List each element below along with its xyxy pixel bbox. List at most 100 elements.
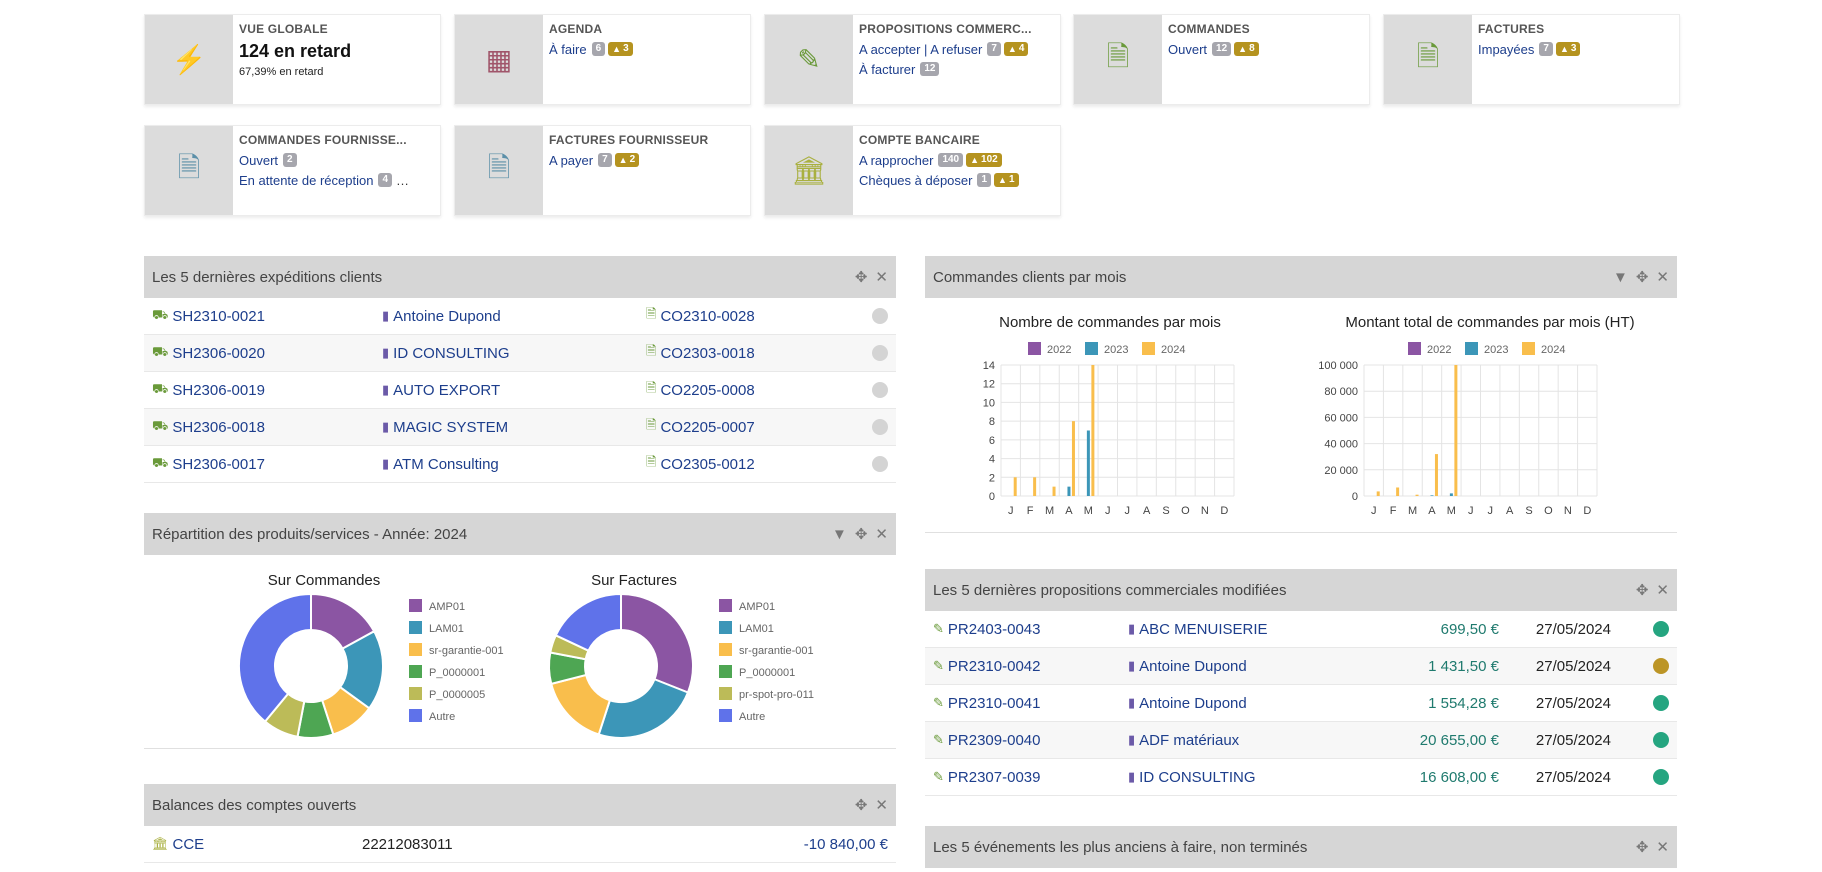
card-line[interactable]: Chèques à déposer 1 ▲ 1 xyxy=(859,172,1054,188)
order-link[interactable]: 🗎 CO2205-0007 xyxy=(646,416,755,438)
card-vue-globale[interactable]: ⚡ VUE GLOBALE 124 en retard 67,39% en retar… xyxy=(144,14,441,105)
legend-label[interactable]: Autre xyxy=(739,711,765,723)
card-commandes[interactable]: 🗎 COMMANDES Ouvert 12 ▲ 8 xyxy=(1073,14,1370,105)
shipment-link[interactable]: ⛟ SH2310-0021 xyxy=(152,307,265,325)
client-link[interactable]: ▮ ID CONSULTING xyxy=(382,345,510,362)
card-line-label[interactable]: À faire xyxy=(549,41,587,57)
table-row[interactable]: ✎ PR2307-0039 ▮ ID CONSULTING 16 608,00 € 27/… xyxy=(925,759,1677,796)
proposal-link[interactable]: ✎ PR2310-0041 xyxy=(933,695,1040,712)
table-row[interactable]: ⛟ SH2310-0021 ▮ Antoine Dupond 🗎 CO2310-0028 xyxy=(144,298,896,335)
legend-label[interactable]: 2024 xyxy=(1541,344,1565,356)
move-icon[interactable]: ✥ xyxy=(854,797,868,814)
balance-account[interactable]: 🏛 CCE xyxy=(152,836,204,853)
move-icon[interactable]: ✥ xyxy=(854,269,868,286)
pie-slice[interactable] xyxy=(554,592,622,653)
legend-label[interactable]: Autre xyxy=(429,711,455,723)
move-icon[interactable]: ✥ xyxy=(854,526,868,543)
pie-slice[interactable] xyxy=(620,592,694,694)
proposal-link[interactable]: ✎ PR2307-0039 xyxy=(933,769,1040,786)
order-link[interactable]: 🗎 CO2310-0028 xyxy=(646,305,755,327)
pie-slice[interactable] xyxy=(550,673,612,736)
card-line[interactable]: A accepter | A refuser 7 ▲ 4 xyxy=(859,41,1054,57)
card-line[interactable]: A payer 7 ▲ 2 xyxy=(549,152,744,168)
bar[interactable] xyxy=(1430,495,1434,496)
close-icon[interactable]: ✕ xyxy=(1656,839,1669,856)
card-line-label[interactable]: Ouvert xyxy=(1168,41,1208,57)
card-line-label[interactable]: Ouvert xyxy=(239,152,279,168)
filter-icon[interactable]: ▼ xyxy=(1612,268,1628,286)
legend-label[interactable]: 2024 xyxy=(1161,344,1185,356)
legend-label[interactable]: pr-spot-pro-011 xyxy=(739,689,814,701)
card-factures[interactable]: 🗎 FACTURES Impayées 7 ▲ 3 xyxy=(1383,14,1680,105)
legend-label[interactable]: 2022 xyxy=(1047,344,1071,356)
bar[interactable] xyxy=(1434,454,1438,496)
bar[interactable] xyxy=(1415,494,1419,496)
card-line-label[interactable]: A rapprocher xyxy=(859,152,934,168)
card-agenda[interactable]: ▦ AGENDA À faire 6 ▲ 3 xyxy=(454,14,751,105)
bar[interactable] xyxy=(1071,421,1075,496)
bar[interactable] xyxy=(1454,365,1458,496)
shipment-link[interactable]: ⛟ SH2306-0020 xyxy=(152,344,265,362)
order-link[interactable]: 🗎 CO2303-0018 xyxy=(646,342,755,364)
bar[interactable] xyxy=(1033,477,1037,496)
legend-label[interactable]: 2023 xyxy=(1104,344,1128,356)
bar[interactable] xyxy=(1086,430,1090,497)
shipment-link[interactable]: ⛟ SH2306-0019 xyxy=(152,381,265,399)
table-row[interactable]: ✎ PR2309-0040 ▮ ADF matériaux 20 655,00 € 27/… xyxy=(925,722,1677,759)
shipment-link[interactable]: ⛟ SH2306-0017 xyxy=(152,455,265,473)
client-link[interactable]: ▮ ABC MENUISERIE xyxy=(1128,621,1268,638)
proposal-link[interactable]: ✎ PR2309-0040 xyxy=(933,732,1040,749)
legend-label[interactable]: 2023 xyxy=(1484,344,1508,356)
client-link[interactable]: ▮ MAGIC SYSTEM xyxy=(382,419,508,436)
legend-label[interactable]: P_0000001 xyxy=(429,667,485,679)
client-link[interactable]: ▮ AUTO EXPORT xyxy=(382,382,500,399)
card-line[interactable]: A rapprocher 140 ▲ 102 xyxy=(859,152,1054,168)
legend-label[interactable]: AMP01 xyxy=(739,601,775,613)
card-line-label[interactable]: À facturer xyxy=(859,61,916,77)
card-line[interactable]: Impayées 7 ▲ 3 xyxy=(1478,41,1673,57)
card-line-label[interactable]: En attente de réception xyxy=(239,172,374,188)
client-link[interactable]: ▮ ATM Consulting xyxy=(382,456,499,473)
proposal-link[interactable]: ✎ PR2310-0042 xyxy=(933,658,1040,675)
legend-label[interactable]: AMP01 xyxy=(429,601,465,613)
legend-label[interactable]: P_0000005 xyxy=(429,689,485,701)
card-line[interactable]: Ouvert 12 ▲ 8 xyxy=(1168,41,1363,57)
card-line-label[interactable]: Impayées xyxy=(1478,41,1535,57)
client-link[interactable]: ▮ ADF matériaux xyxy=(1128,732,1239,749)
card-commandes-fournisseur[interactable]: 🗎 COMMANDES FOURNISSE... Ouvert 2 En attente… xyxy=(144,125,441,216)
order-link[interactable]: 🗎 CO2205-0008 xyxy=(646,379,755,401)
close-icon[interactable]: ✕ xyxy=(875,526,888,543)
legend-label[interactable]: P_0000001 xyxy=(739,667,795,679)
card-line[interactable]: En attente de réception 4… xyxy=(239,172,434,188)
pie-slice[interactable] xyxy=(597,677,690,739)
filter-icon[interactable]: ▼ xyxy=(831,525,847,543)
move-icon[interactable]: ✥ xyxy=(1635,839,1649,856)
table-row[interactable]: ✎ PR2310-0041 ▮ Antoine Dupond 1 554,28 € 27/… xyxy=(925,685,1677,722)
bar[interactable] xyxy=(1449,493,1453,496)
table-row[interactable]: ✎ PR2310-0042 ▮ Antoine Dupond 1 431,50 € 27/… xyxy=(925,648,1677,685)
bar[interactable] xyxy=(1376,491,1380,496)
bar[interactable] xyxy=(1067,486,1071,496)
table-row[interactable]: ⛟ SH2306-0018 ▮ MAGIC SYSTEM 🗎 CO2205-0007 xyxy=(144,409,896,446)
close-icon[interactable]: ✕ xyxy=(1656,269,1669,286)
card-line[interactable]: À faire 6 ▲ 3 xyxy=(549,41,744,57)
bar[interactable] xyxy=(1396,487,1400,496)
card-line[interactable]: Ouvert 2 xyxy=(239,152,434,168)
card-factures-fournisseur[interactable]: 🗎 FACTURES FOURNISSEUR A payer 7 ▲ 2 xyxy=(454,125,751,216)
legend-label[interactable]: LAM01 xyxy=(429,623,464,635)
card-line-label[interactable]: Chèques à déposer xyxy=(859,172,973,188)
balance-row[interactable]: 🏛 CCE 22212083011 -10 840,00 € xyxy=(144,826,896,863)
bar[interactable] xyxy=(1013,477,1017,496)
client-link[interactable]: ▮ Antoine Dupond xyxy=(1128,658,1247,675)
move-icon[interactable]: ✥ xyxy=(1635,582,1649,599)
shipment-link[interactable]: ⛟ SH2306-0018 xyxy=(152,418,265,436)
close-icon[interactable]: ✕ xyxy=(1656,582,1669,599)
client-link[interactable]: ▮ Antoine Dupond xyxy=(382,308,501,325)
pie-slice[interactable] xyxy=(238,592,312,723)
card-compte-bancaire[interactable]: 🏛 COMPTE BANCAIRE A rapprocher 140 ▲ 102 Chèqu… xyxy=(764,125,1061,216)
table-row[interactable]: ⛟ SH2306-0020 ▮ ID CONSULTING 🗎 CO2303-0018 xyxy=(144,335,896,372)
bar[interactable] xyxy=(1052,486,1056,496)
card-line-label[interactable]: A accepter | A refuser xyxy=(859,41,983,57)
legend-label[interactable]: sr-garantie-001 xyxy=(739,645,814,657)
client-link[interactable]: ▮ Antoine Dupond xyxy=(1128,695,1247,712)
